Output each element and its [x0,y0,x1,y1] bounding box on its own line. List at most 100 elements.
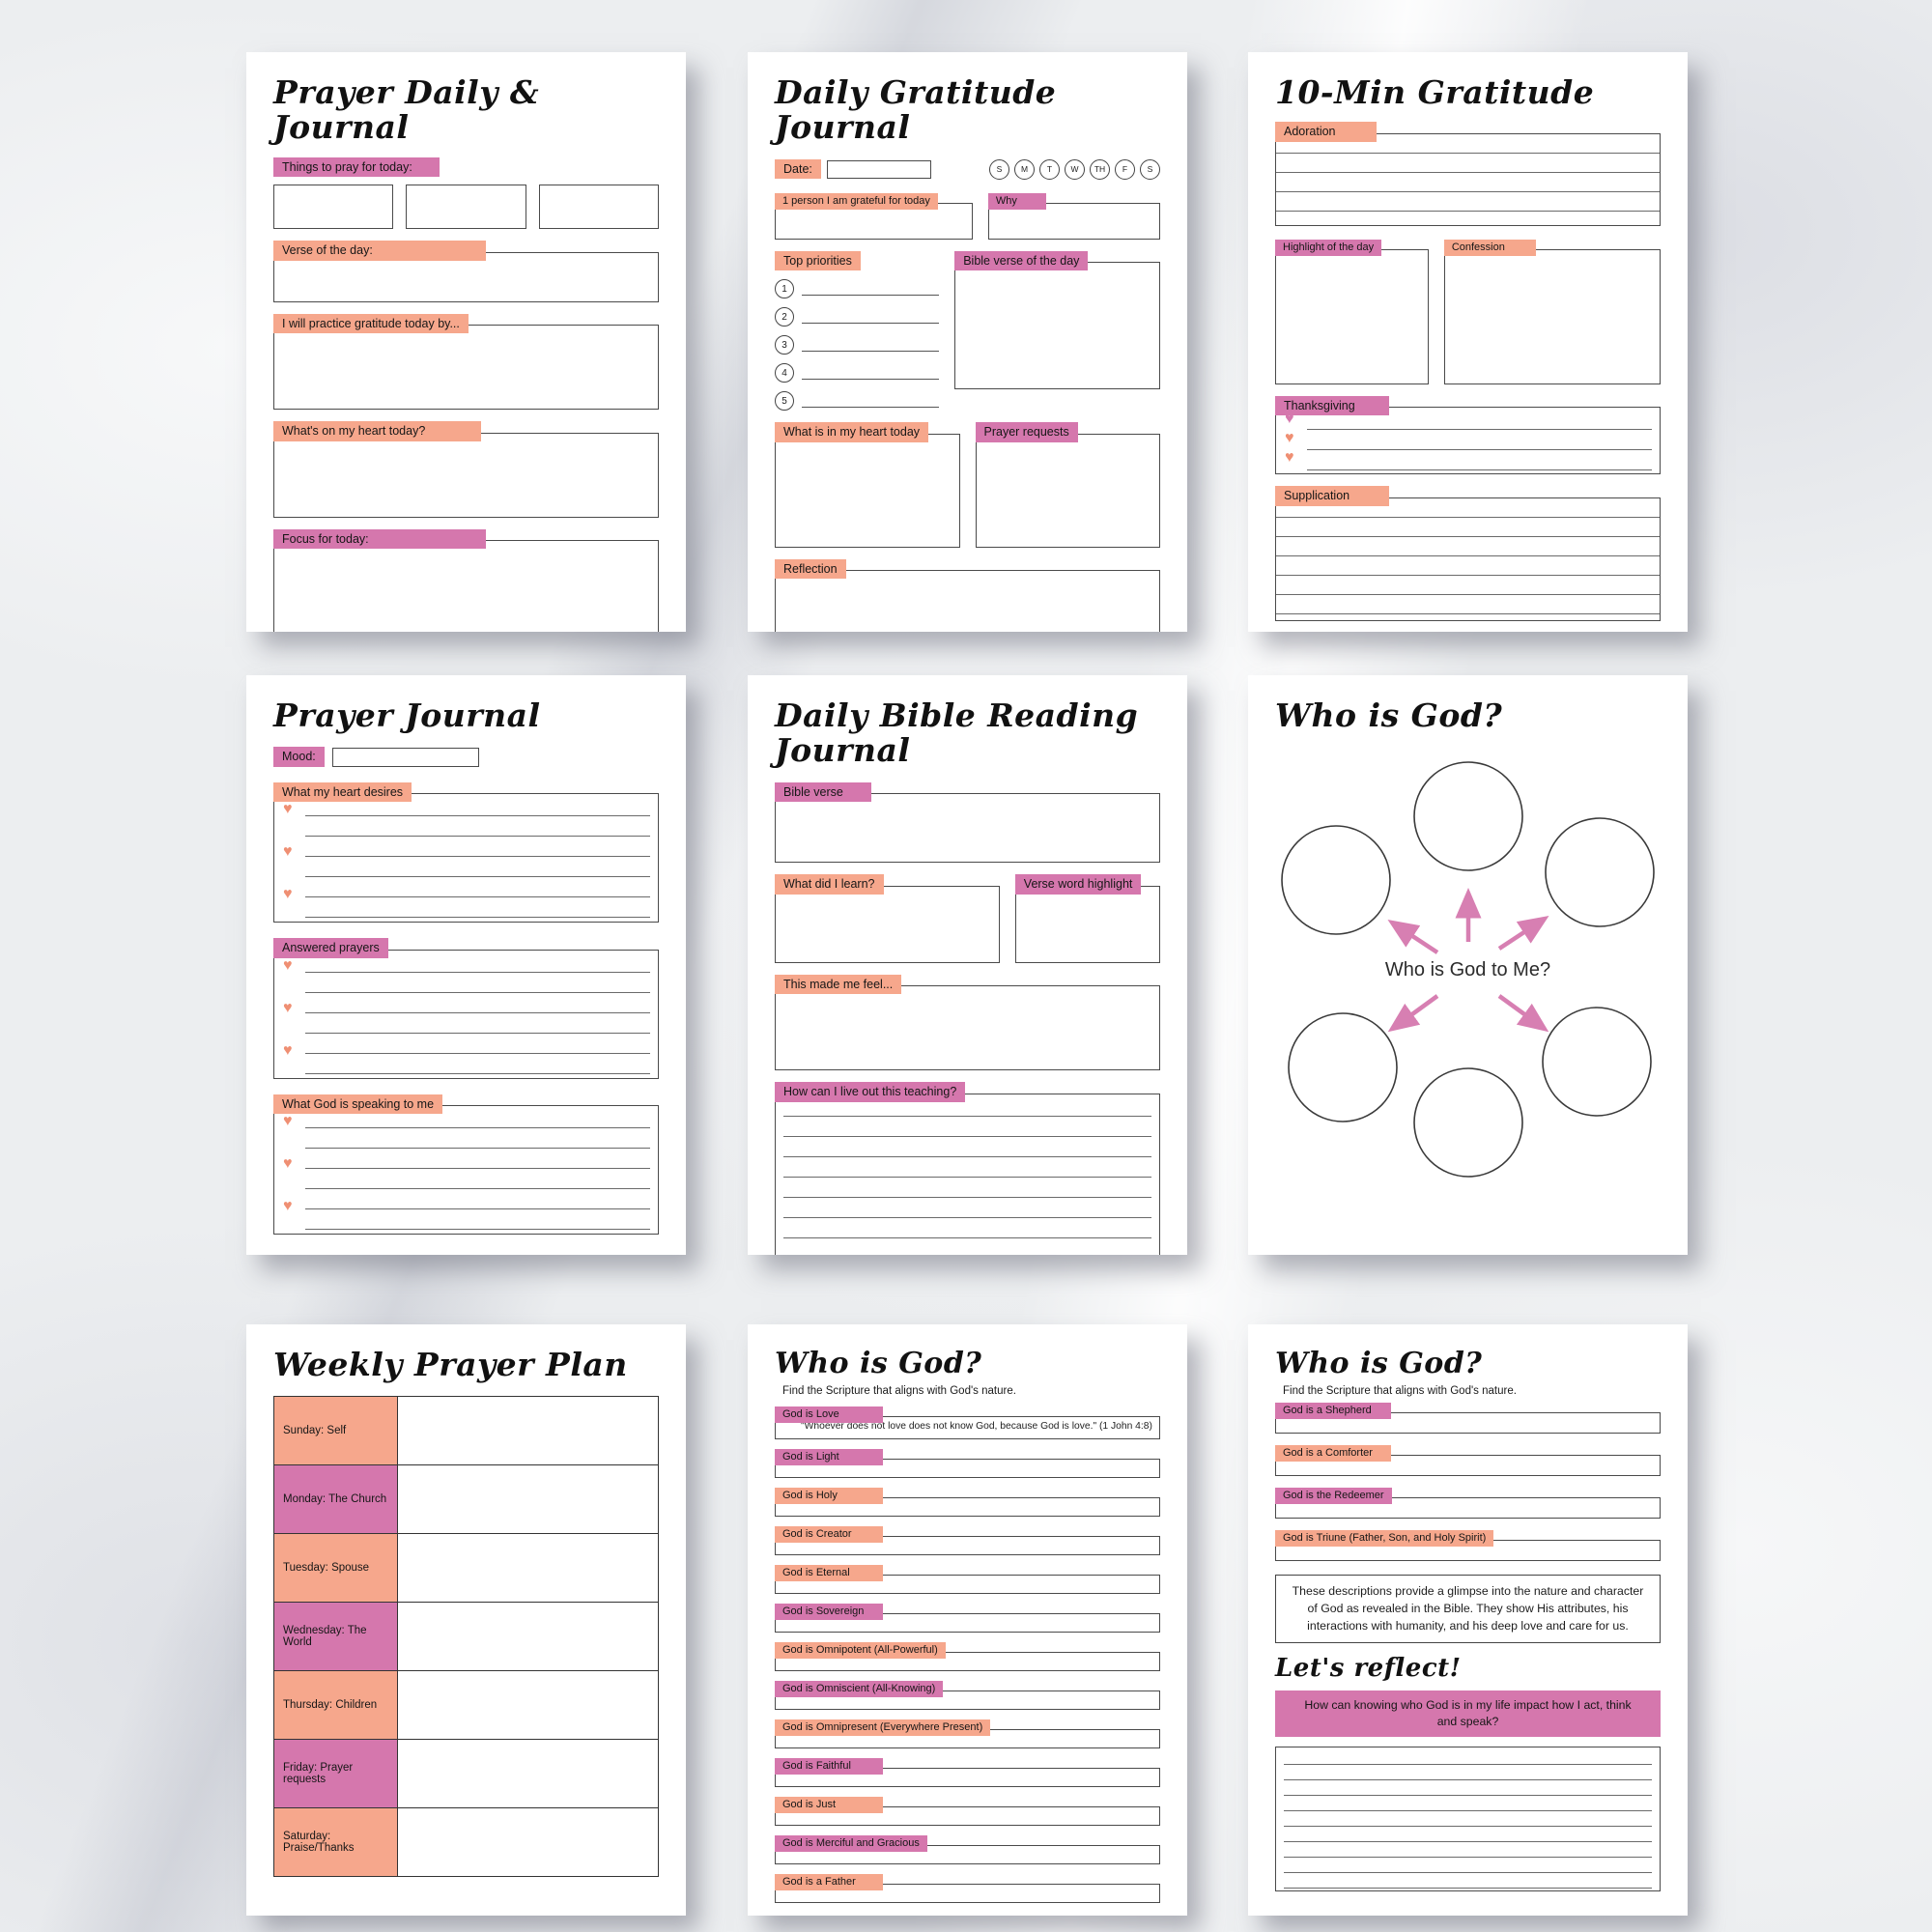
answered-prayers-lines[interactable] [305,952,650,1076]
plan-notes-field[interactable] [397,1396,659,1466]
live-teaching-lines[interactable] [783,1095,1151,1255]
prayer-requests-label: Prayer requests [975,422,1078,442]
plan-notes-field[interactable] [397,1670,659,1741]
priority-line[interactable] [802,367,940,380]
priority-line[interactable] [802,339,940,352]
prayer-item-field-3[interactable] [538,185,659,230]
verse-of-day-section: Verse of the day: [273,241,659,302]
scripture-field[interactable] [1275,1455,1661,1476]
page-weekly-prayer-plan: Weekly Prayer Plan Sunday: Self Monday: … [246,1324,686,1916]
god-speaking-lines[interactable] [305,1108,650,1233]
scripture-field[interactable]: "Whoever does not love does not know God… [775,1416,1160,1439]
reflection-field[interactable] [775,570,1160,632]
scripture-field[interactable] [1275,1412,1661,1434]
scripture-field[interactable] [775,1459,1160,1478]
scripture-field[interactable] [775,1613,1160,1633]
prayer-item-field-1[interactable] [273,185,394,230]
priority-line[interactable] [802,283,940,296]
priority-line[interactable] [802,311,940,324]
made-me-feel-field[interactable] [775,985,1160,1071]
confession-section: Confession [1443,238,1661,384]
heart-desires-lines[interactable] [305,796,650,921]
highlight-field[interactable] [1275,248,1429,384]
priority-row-3: 3 [775,335,940,355]
scripture-field[interactable] [775,1884,1160,1903]
heart-desires-field[interactable]: ♥ ♥ ♥ [273,793,659,923]
scripture-field[interactable] [1275,1497,1661,1519]
heart-today-field[interactable] [775,433,960,548]
mood-field[interactable] [331,747,479,767]
prayer-requests-field[interactable] [975,433,1160,548]
attribute-item-redeemer: God is the Redeemer [1275,1486,1661,1519]
thanksgiving-lines[interactable] [1307,410,1652,472]
reflection-lines[interactable] [1284,1749,1652,1889]
plan-notes-field[interactable] [397,1602,659,1672]
attribute-item-love: God is Love "Whoever does not love does … [775,1405,1160,1439]
attribute-label: God is Triune (Father, Son, and Holy Spi… [1275,1530,1494,1547]
day-circle-thursday[interactable]: TH [1090,158,1110,180]
gratitude-practice-field[interactable] [273,325,659,411]
weekly-plan-table: Sunday: Self Monday: The Church Tuesday:… [273,1396,659,1878]
what-learned-field[interactable] [775,885,1000,963]
supplication-field[interactable] [1275,497,1661,621]
day-circle-friday[interactable]: F [1115,158,1135,180]
verse-word-highlight-field[interactable] [1014,885,1160,963]
day-circle-monday[interactable]: M [1014,158,1035,180]
day-circle-saturday[interactable]: S [1140,158,1160,180]
day-circle-wednesday[interactable]: W [1065,158,1085,180]
live-teaching-field[interactable] [775,1093,1160,1255]
scripture-field[interactable] [775,1575,1160,1594]
why-field[interactable] [987,202,1160,240]
date-field[interactable] [826,159,931,179]
day-circle-sunday[interactable]: S [989,158,1009,180]
plan-notes-field[interactable] [397,1807,659,1878]
mind-map-circle-lower-left[interactable] [1288,1012,1398,1123]
bible-verse-field[interactable] [954,262,1160,390]
mind-map-circle-lower-right[interactable] [1542,1007,1652,1118]
heart-icon: ♥ [283,999,293,1016]
plan-day-label: Thursday: Children [273,1670,398,1741]
scripture-field[interactable] [775,1768,1160,1787]
scripture-field[interactable] [775,1806,1160,1826]
mind-map-circle-top[interactable] [1413,761,1523,872]
page-prayer-daily-journal: Prayer Daily & Journal Things to pray fo… [246,52,686,632]
made-me-feel-label: This made me feel... [775,974,902,995]
attribute-label: God is Creator [775,1526,883,1543]
weekday-selector: S M T W TH F S [989,158,1160,180]
day-circle-tuesday[interactable]: T [1039,158,1060,180]
adoration-field[interactable] [1275,132,1661,226]
scripture-field[interactable] [775,1690,1160,1710]
prayer-item-field-2[interactable] [406,185,526,230]
heart-today-field[interactable] [273,432,659,518]
god-speaking-field[interactable]: ♥ ♥ ♥ [273,1105,659,1236]
scripture-field[interactable] [775,1536,1160,1555]
gratitude-practice-section: I will practice gratitude today by... [273,313,659,411]
bible-verse-section: Bible verse [775,781,1160,864]
scripture-field[interactable] [775,1497,1160,1517]
attribute-label: God is Love [775,1406,883,1423]
thanksgiving-field[interactable]: ♥ ♥ ♥ [1275,407,1661,475]
heart-icon: ♥ [283,843,293,861]
heart-icon: ♥ [283,1198,293,1215]
plan-notes-field[interactable] [397,1464,659,1535]
focus-field[interactable] [273,540,659,632]
mind-map-circle-right[interactable] [1545,817,1655,928]
bible-verse-field[interactable] [775,793,1160,864]
mind-map-circle-left[interactable] [1281,825,1391,936]
attribute-label: God is Omniscient (All-Knowing) [775,1681,944,1697]
scripture-field[interactable] [775,1845,1160,1864]
confession-field[interactable] [1443,248,1661,384]
mind-map-circle-bottom[interactable] [1413,1067,1523,1179]
plan-notes-field[interactable] [397,1533,659,1604]
verse-word-highlight-label: Verse word highlight [1014,874,1142,895]
priority-line[interactable] [802,395,940,408]
answered-prayers-label: Answered prayers [273,938,388,958]
page-title: 10-Min Gratitude [1275,73,1595,111]
plan-notes-field[interactable] [397,1739,659,1809]
page-title: Who is God? [775,1347,982,1380]
answered-prayers-field[interactable]: ♥ ♥ ♥ [273,949,659,1079]
adoration-section: Adoration [1275,122,1661,226]
attribute-label: God is a Shepherd [1275,1403,1391,1419]
reflection-field[interactable] [1275,1747,1661,1892]
scripture-field[interactable] [775,1652,1160,1671]
